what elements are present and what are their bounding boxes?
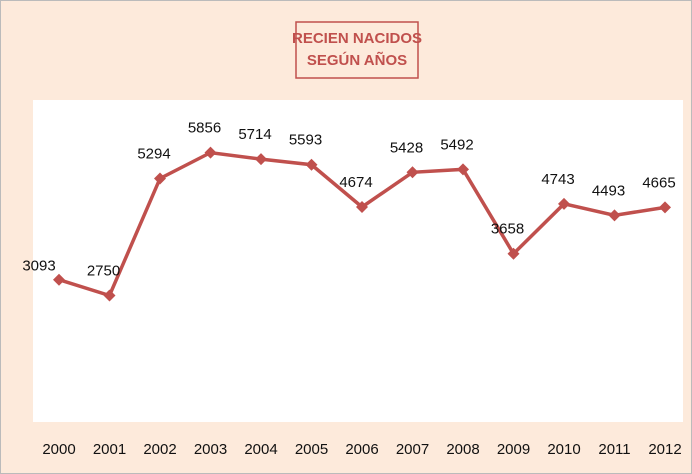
data-label: 3093 bbox=[22, 258, 55, 275]
data-label: 5593 bbox=[289, 132, 322, 149]
data-label: 4493 bbox=[592, 182, 625, 199]
marker bbox=[507, 247, 520, 260]
x-tick-label: 2000 bbox=[42, 441, 75, 458]
data-label: 4674 bbox=[339, 174, 372, 191]
x-tick-label: 2012 bbox=[648, 441, 681, 458]
plot-area bbox=[33, 100, 683, 422]
x-tick-label: 2001 bbox=[93, 441, 126, 458]
marker bbox=[406, 166, 419, 179]
x-tick-label: 2011 bbox=[598, 441, 630, 458]
data-label: 2750 bbox=[87, 262, 120, 279]
data-label: 4665 bbox=[642, 174, 675, 191]
data-label: 5714 bbox=[238, 126, 271, 143]
marker bbox=[659, 201, 671, 214]
marker bbox=[204, 146, 217, 159]
marker bbox=[356, 200, 368, 213]
marker bbox=[558, 197, 570, 210]
data-label: 5294 bbox=[137, 145, 170, 162]
marker bbox=[103, 289, 116, 302]
marker bbox=[154, 172, 166, 185]
marker bbox=[608, 209, 621, 222]
marker bbox=[53, 273, 65, 286]
data-label: 5428 bbox=[390, 139, 423, 156]
x-tick-label: 2003 bbox=[194, 441, 227, 458]
x-tick-label: 2004 bbox=[244, 441, 277, 458]
data-label: 3658 bbox=[491, 221, 524, 238]
chart-title: RECIEN NACIDOS SEGÚN AÑOS bbox=[292, 30, 422, 69]
marker bbox=[305, 158, 318, 171]
marker bbox=[457, 163, 469, 176]
data-label: 5856 bbox=[188, 120, 221, 137]
x-tick-label: 2002 bbox=[143, 441, 176, 458]
x-tick-label: 2005 bbox=[295, 441, 328, 458]
x-tick-label: 2008 bbox=[446, 441, 479, 458]
x-tick-label: 2007 bbox=[396, 441, 429, 458]
title-box bbox=[295, 21, 419, 79]
data-label: 5492 bbox=[440, 136, 473, 153]
x-tick-label: 2009 bbox=[497, 441, 530, 458]
x-tick-label: 2006 bbox=[345, 441, 378, 458]
marker bbox=[255, 153, 267, 166]
x-tick-label: 2010 bbox=[547, 441, 580, 458]
data-label: 4743 bbox=[541, 171, 574, 188]
